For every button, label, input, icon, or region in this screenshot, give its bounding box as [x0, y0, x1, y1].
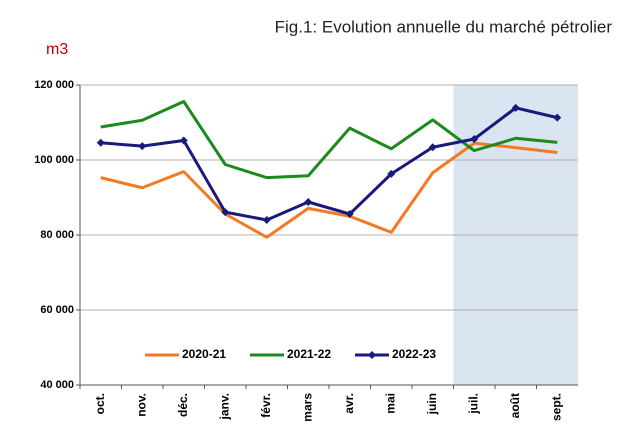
marker	[96, 138, 105, 147]
legend-marker	[368, 351, 376, 359]
y-unit: m3	[46, 41, 68, 58]
marker	[262, 216, 271, 224]
marker	[304, 198, 313, 206]
x-tick-label: sept.	[549, 393, 563, 421]
marker	[387, 169, 396, 178]
marker	[345, 210, 354, 218]
y-tick-label: 80 000	[40, 229, 74, 241]
chart-title: Fig.1: Evolution annuelle du marché pétr…	[275, 17, 613, 36]
x-tick-label: juil.	[466, 393, 480, 415]
x-tick-label: avr.	[342, 393, 356, 414]
x-tick-label: mai	[383, 393, 397, 414]
series-line	[100, 106, 558, 222]
marker	[221, 208, 230, 217]
x-tick-label: août	[508, 393, 522, 418]
marker	[138, 142, 147, 151]
marker	[470, 135, 479, 143]
x-tick-label: janv.	[217, 393, 231, 420]
x-tick-label: juin	[425, 393, 439, 415]
marker	[553, 113, 562, 122]
y-tick-label: 60 000	[40, 304, 74, 316]
marker	[428, 143, 437, 152]
marker	[179, 136, 188, 145]
series-line	[100, 141, 558, 239]
x-tick-label: févr.	[259, 393, 273, 418]
marker	[511, 103, 520, 112]
x-tick-label: déc.	[176, 393, 190, 417]
y-tick-label: 100 000	[34, 154, 74, 166]
y-tick-label: 120 000	[34, 79, 74, 91]
x-tick-label: nov.	[134, 393, 148, 417]
x-tick-label: oct.	[93, 393, 107, 414]
x-tick-label: mars	[300, 393, 314, 422]
legend-label: 2021-22	[287, 347, 331, 361]
y-tick-label: 40 000	[40, 379, 74, 391]
legend-label: 2022-23	[392, 347, 436, 361]
series-line	[100, 100, 558, 180]
legend-label: 2020-21	[182, 347, 226, 361]
